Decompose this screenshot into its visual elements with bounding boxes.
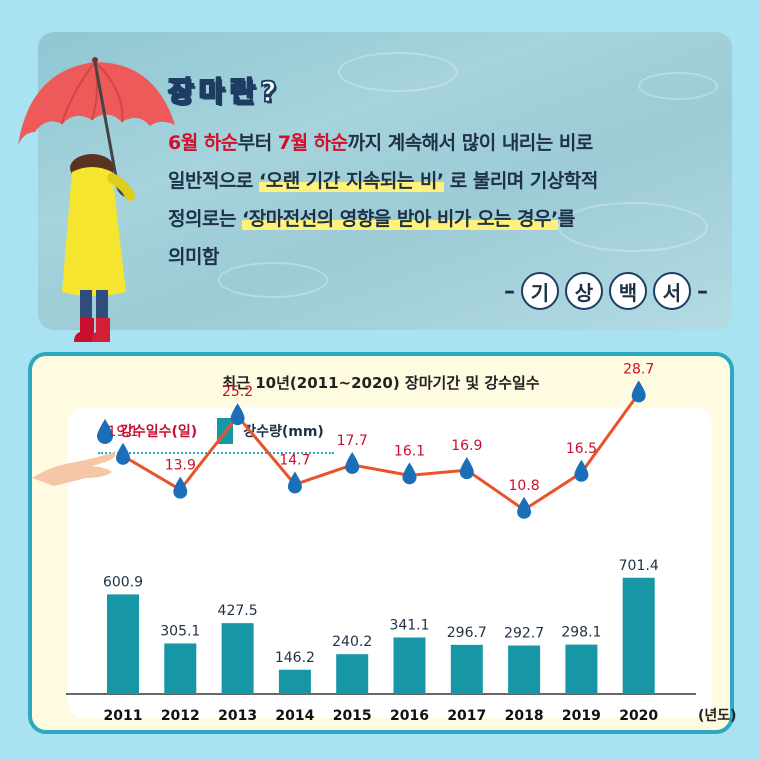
days-label-2013: 25.2: [222, 384, 253, 400]
definition-line-4: 의미함: [168, 246, 219, 268]
raindrop-point-2015: [345, 451, 360, 474]
x-axis-unit: (년도): [698, 708, 737, 724]
bar-rainfall-2011: [107, 594, 139, 694]
bar-rainfall-2020: [622, 577, 655, 694]
raindrop-point-2011: [116, 442, 130, 465]
legend-divider: [98, 452, 334, 454]
ripple-decoration: [638, 72, 718, 100]
bar-rainfall-2019: [565, 644, 598, 694]
ripple-decoration: [558, 202, 708, 252]
x-tick-2016: 2016: [390, 708, 429, 724]
x-tick-2020: 2020: [619, 708, 658, 724]
definition-line-3: 정의로는 ‘장마전선의 영향을 받아 비가 오는 경우’를: [168, 200, 728, 238]
legend-rainfall: 강수량(mm): [243, 424, 324, 440]
highlight-quote-2: ‘장마전선의 영향을 받아 비가 오는 경우’: [242, 208, 558, 230]
bar-rainfall-2017: [450, 644, 483, 694]
bar-rainfall-2015: [336, 654, 369, 694]
days-label-2011: 19.1: [107, 424, 138, 440]
raindrop-point-2017: [459, 457, 474, 480]
days-label-2019: 16.5: [566, 441, 597, 457]
ripple-decoration: [218, 262, 328, 298]
raindrop-point-2020: [631, 380, 646, 403]
bar-label-2020: 701.4: [619, 558, 659, 574]
x-tick-2019: 2019: [562, 708, 601, 724]
days-label-2018: 10.8: [509, 478, 540, 494]
rain-days-line: [122, 392, 640, 512]
page-title: 장마란?: [167, 74, 282, 109]
x-tick-2011: 2011: [104, 708, 143, 724]
text-segment: 부터: [237, 132, 278, 154]
girl-with-umbrella-illustration: [18, 57, 175, 342]
raindrop-point-2018: [517, 496, 532, 519]
days-label-2020: 28.7: [623, 361, 654, 377]
raincoat: [62, 167, 126, 296]
source-char: 서: [653, 272, 691, 310]
umbrella-shaft: [93, 61, 120, 189]
raindrop-point-2013: [230, 403, 245, 426]
raindrop-point-2019: [574, 459, 589, 482]
text-segment: 까지 계속해서 많이 내리는 비로: [347, 132, 594, 154]
days-label-2015: 17.7: [337, 433, 368, 449]
days-label-2016: 16.1: [394, 443, 425, 459]
bar-label-2016: 341.1: [389, 617, 429, 633]
raindrop-point-2016: [402, 462, 417, 485]
text-segment: 정의로는: [168, 208, 243, 230]
bar-label-2014: 146.2: [275, 650, 315, 666]
source-char: 백: [609, 272, 647, 310]
bar-rainfall-2012: [164, 643, 197, 694]
highlight-quote-1: ‘오랜 기간 지속되는 비’: [259, 170, 444, 192]
bar-rainfall-2013: [221, 623, 254, 694]
ripple-decoration: [338, 52, 458, 92]
bar-label-2012: 305.1: [160, 623, 200, 639]
bar-label-2018: 292.7: [504, 625, 544, 641]
x-tick-2015: 2015: [333, 708, 372, 724]
bar-label-2015: 240.2: [332, 634, 372, 650]
raindrop-point-2014: [287, 471, 302, 494]
highlight-late-july: 7월 하순: [277, 132, 348, 154]
bar-rainfall-2018: [508, 645, 541, 694]
raindrop-point-2012: [173, 476, 188, 499]
intro-panel: 장마란? 6월 하순부터 7월 하순까지 계속해서 많이 내리는 비로 일반적으…: [38, 32, 732, 330]
chart-title: 최근 10년(2011~2020) 장마기간 및 강수일수: [222, 374, 540, 392]
days-label-2012: 13.9: [165, 458, 196, 474]
definition-text: 6월 하순부터 7월 하순까지 계속해서 많이 내리는 비로 일반적으로 ‘오랜…: [168, 124, 728, 276]
bar-label-2011: 600.9: [103, 574, 143, 590]
dash-right: –: [697, 278, 708, 304]
dash-left: –: [504, 278, 515, 304]
text-segment: 일반적으로: [168, 170, 260, 192]
text-segment: 로 불리며 기상학적: [443, 170, 599, 192]
days-label-2017: 16.9: [451, 438, 482, 454]
source-char: 상: [565, 272, 603, 310]
text-segment: 를: [557, 208, 575, 230]
x-tick-2013: 2013: [218, 708, 257, 724]
bar-label-2019: 298.1: [561, 625, 601, 641]
bar-label-2017: 296.7: [447, 625, 487, 641]
open-hand-illustration: [32, 452, 116, 486]
legend-rain-days: 강수일수(일): [120, 424, 198, 440]
source-char: 기: [521, 272, 559, 310]
x-tick-2014: 2014: [275, 708, 314, 724]
x-tick-2017: 2017: [447, 708, 486, 724]
raindrop-icon: [97, 419, 113, 444]
source-label: – 기 상 백 서 –: [504, 272, 708, 310]
bar-rainfall-2014: [278, 669, 311, 694]
bar-label-2013: 427.5: [218, 603, 258, 619]
x-tick-2012: 2012: [161, 708, 200, 724]
days-label-2014: 14.7: [279, 452, 310, 468]
definition-line-2: 일반적으로 ‘오랜 기간 지속되는 비’ 로 불리며 기상학적: [168, 162, 728, 200]
definition-line-1: 6월 하순부터 7월 하순까지 계속해서 많이 내리는 비로: [168, 124, 728, 162]
highlight-late-june: 6월 하순: [168, 132, 238, 154]
x-tick-2018: 2018: [505, 708, 544, 724]
bar-rainfall-2016: [393, 637, 426, 694]
